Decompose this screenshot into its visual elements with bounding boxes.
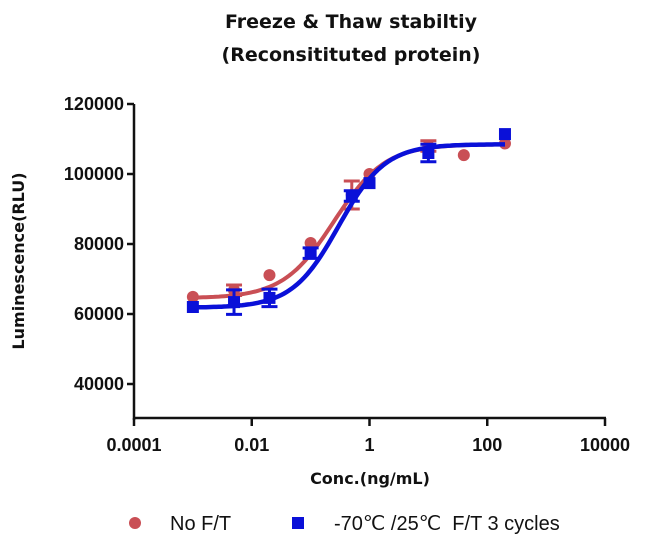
legend: No F/T -70℃ /25℃ F/T 3 cycles	[129, 513, 560, 535]
fit-curve	[192, 142, 506, 300]
data-point	[498, 128, 511, 141]
axes	[132, 104, 606, 420]
data-point	[186, 301, 199, 313]
x-tick-label: 0.0001	[106, 435, 161, 455]
legend-marker-no-ft	[129, 517, 141, 529]
x-tick-label: 10000	[580, 435, 630, 455]
legend-marker-ft-3-cycles	[292, 517, 304, 529]
data-point	[263, 291, 276, 304]
data-point	[345, 190, 358, 203]
data-point	[263, 269, 276, 282]
x-axis-label: Conc.(ng/mL)	[310, 469, 430, 488]
y-axis-label: Luminescence(RLU)	[9, 172, 28, 349]
data-point	[304, 247, 317, 260]
data-point	[363, 177, 376, 190]
y-tick-label: 60000	[74, 304, 124, 324]
data-point	[304, 236, 317, 249]
data-point	[186, 290, 199, 303]
chart-title-line-2: (Reconsitituted protein)	[222, 44, 481, 66]
fit-curve	[192, 142, 505, 310]
data-point	[228, 296, 241, 309]
data-point	[422, 147, 435, 159]
x-tick-label: 0.01	[234, 435, 269, 455]
data-point	[457, 149, 470, 162]
series-no-ft	[186, 137, 511, 303]
y-tick-label: 40000	[74, 374, 124, 394]
x-tick-label: 100	[472, 435, 502, 455]
legend-label-ft-3-cycles: -70℃ /25℃ F/T 3 cycles	[334, 513, 560, 535]
y-tick-label: 100000	[64, 164, 124, 184]
x-tick-label: 1	[364, 435, 374, 455]
y-tick-label: 80000	[74, 234, 124, 254]
legend-label-no-ft: No F/T	[170, 513, 231, 535]
series-ft-3-cycles	[186, 128, 511, 316]
chart-title-line-1: Freeze & Thaw stabiltiy	[225, 11, 478, 33]
y-tick-label: 120000	[64, 94, 124, 114]
